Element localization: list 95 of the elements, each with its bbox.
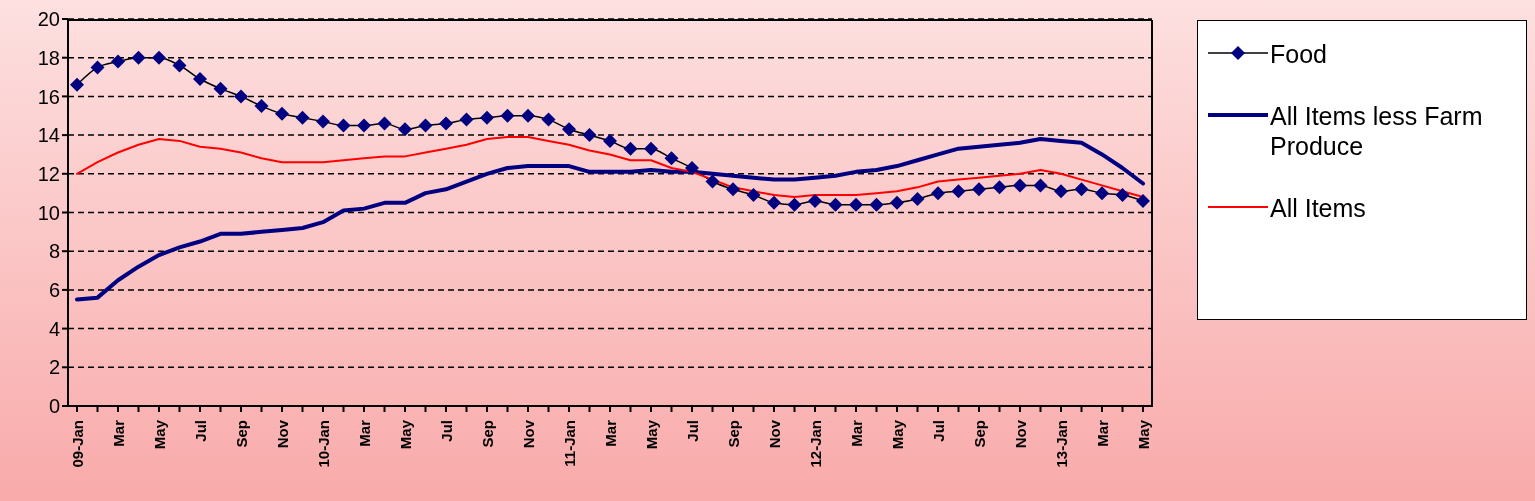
point [849,197,863,212]
line-series [75,136,1145,302]
x-tick-label: Nov [519,419,537,449]
point [931,186,945,201]
point [131,50,146,65]
point [70,77,84,92]
x-tick-label: May [150,419,168,450]
x-tick-label: 12-Jan [806,420,824,468]
point [316,114,330,129]
legend-label: All Items less Farm Produce [1270,101,1484,161]
point [541,112,556,127]
point [951,184,966,199]
point [726,182,740,197]
point [193,71,207,86]
point [295,110,310,125]
x-tick-label: Nov [273,419,291,449]
point [910,191,925,206]
point [808,193,822,208]
point [664,151,679,166]
point [500,108,515,123]
x-tick-label: Mar [355,419,373,447]
point [582,128,597,143]
point [705,174,720,189]
x-tick-label: May [396,419,414,450]
x-tick-label: Sep [478,420,496,448]
legend-label: Food [1270,39,1328,69]
point [398,122,412,137]
y-tick-label: 10 [37,201,60,224]
point [234,89,248,104]
x-tick-label: 09-Jan [68,420,86,468]
y-tick-label: 8 [48,240,60,263]
x-tick-label: Mar [601,419,619,447]
x-tick-label: Sep [724,420,742,448]
legend-label: All Items [1270,193,1367,223]
point [1033,178,1048,193]
x-tick-label: 13-Jan [1052,420,1070,468]
point [336,118,351,133]
point [1136,193,1150,208]
x-tick-label: Sep [232,420,250,448]
point [1054,184,1068,199]
x-tick-label: May [1134,419,1152,450]
y-tick-label: 4 [48,317,60,340]
x-tick-label: Mar [847,419,865,447]
point [746,188,761,203]
point [562,122,576,137]
point [992,180,1007,195]
point [1115,188,1130,203]
x-tick-label: Jul [437,420,455,442]
x-tick-label: Nov [1011,419,1029,449]
point [439,116,453,131]
x-tick-label: Sep [970,420,988,448]
point [1074,182,1089,197]
point [377,116,392,131]
point [1013,178,1027,193]
point [357,118,371,133]
y-tick-label: 14 [37,124,60,147]
point [767,195,781,210]
x-tick-label: 10-Jan [314,420,332,468]
x-tick-label: Jul [929,420,947,442]
y-tick-label: 2 [48,356,60,379]
point [275,106,289,121]
y-tick-label: 18 [37,46,60,69]
point [644,141,658,156]
point [213,81,228,96]
point [787,197,802,212]
point [152,50,166,65]
point [972,182,986,197]
x-tick-label: Nov [765,419,783,449]
x-tick-label: Mar [109,419,127,447]
y-tick-label: 12 [37,162,60,185]
point [418,118,433,133]
x-tick-label: Jul [191,420,209,442]
point [828,197,843,212]
point [890,195,904,210]
x-tick-label: May [888,419,906,450]
point [603,133,617,148]
x-tick-label: Mar [1093,419,1111,447]
y-tick-label: 16 [37,85,60,108]
point [521,108,535,123]
point [254,99,269,114]
point [685,161,699,175]
x-tick-label: 11-Jan [560,420,578,467]
point [90,60,105,75]
point [1095,186,1109,201]
x-tick-label: Jul [683,420,701,442]
point [111,54,125,69]
point [172,58,187,73]
x-tick-label: May [642,419,660,450]
y-tick-label: 6 [48,279,60,301]
point [459,112,474,127]
point [480,110,494,125]
y-tick-label: 20 [37,8,60,31]
point [623,141,638,156]
y-tick-label: 0 [48,395,60,418]
point [869,197,884,212]
